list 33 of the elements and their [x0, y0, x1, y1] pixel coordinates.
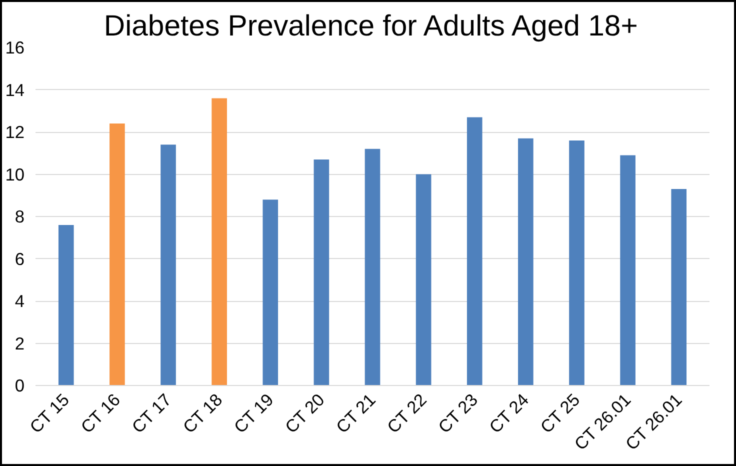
bar [620, 155, 636, 386]
y-tick-label: 4 [14, 291, 25, 311]
x-tick-label: CT 21 [332, 390, 380, 437]
bar [518, 138, 534, 386]
y-tick-label: 16 [5, 38, 25, 58]
y-tick-label: 14 [5, 80, 25, 100]
x-tick-label: CT 24 [485, 389, 533, 437]
x-tick-label: CT 18 [178, 390, 226, 437]
y-tick-label: 6 [14, 248, 25, 269]
y-tick-label: 12 [5, 122, 25, 142]
x-tick-label: CT 15 [26, 390, 73, 437]
bar [212, 98, 227, 386]
bar [160, 144, 176, 386]
bar [466, 117, 482, 386]
x-tick-label: CT 16 [76, 390, 124, 437]
x-tick-label: CT 20 [281, 390, 328, 437]
bar [569, 140, 584, 386]
bar [110, 124, 125, 386]
bar [364, 148, 380, 386]
x-tick-label: CT 19 [230, 390, 278, 437]
bar [262, 200, 278, 386]
chart-title: Diabetes Prevalence for Adults Aged 18+ [104, 10, 638, 42]
bar [314, 159, 330, 386]
bar [416, 174, 432, 386]
y-tick-label: 2 [14, 333, 25, 354]
x-tick-label: CT 17 [128, 390, 176, 437]
y-tick-label: 0 [14, 376, 25, 396]
y-tick-label: 8 [14, 206, 25, 226]
x-tick-label: CT 22 [383, 390, 430, 437]
y-tick-label: 10 [5, 164, 25, 184]
bar [671, 189, 687, 386]
x-tick-label: CT 23 [434, 390, 482, 437]
bar [58, 224, 74, 386]
